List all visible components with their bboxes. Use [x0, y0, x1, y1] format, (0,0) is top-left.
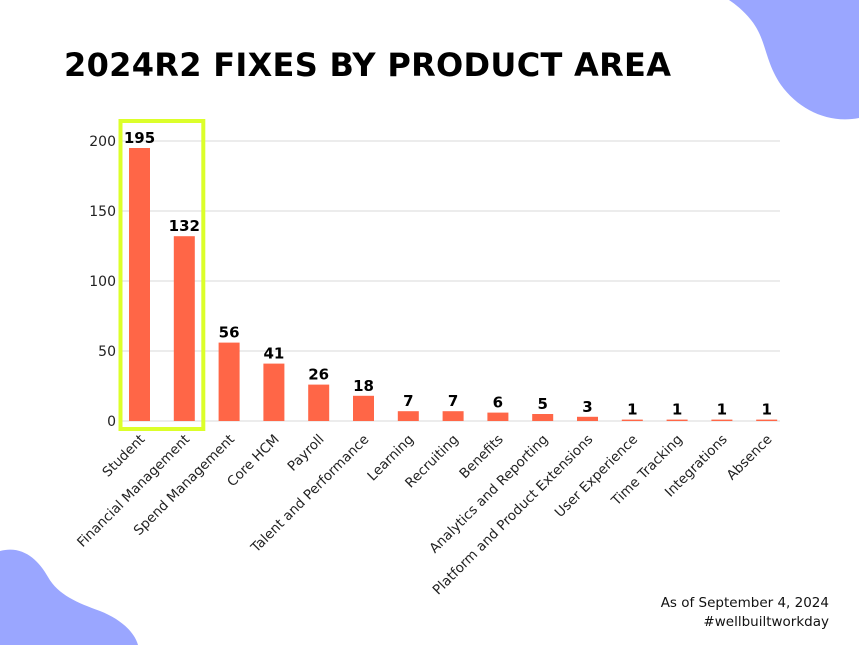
bar — [263, 363, 285, 421]
bar — [577, 416, 598, 421]
decorative-blob-bottom-left — [0, 549, 138, 645]
bar — [532, 414, 554, 421]
data-label: 1 — [627, 401, 637, 419]
data-label: 6 — [493, 394, 503, 412]
x-tick-label: Payroll — [285, 432, 328, 475]
data-label: 18 — [353, 377, 374, 395]
blob-shape — [729, 0, 859, 120]
blob-shape — [0, 549, 138, 645]
chart-title: 2024R2 FIXES BY PRODUCT AREA — [64, 46, 672, 84]
x-tick-label: Absence — [724, 432, 776, 484]
bar — [353, 395, 374, 421]
bar — [397, 411, 419, 421]
data-label: 1 — [717, 401, 727, 419]
decorative-blob-top-right — [729, 0, 859, 120]
data-label: 195 — [124, 129, 155, 147]
data-label: 1 — [672, 401, 682, 419]
data-label: 3 — [582, 398, 592, 416]
bar — [442, 411, 464, 421]
y-tick-label: 50 — [98, 344, 116, 360]
data-label: 132 — [169, 217, 200, 235]
bar — [621, 419, 643, 421]
bar — [666, 419, 688, 421]
bar — [308, 384, 330, 421]
x-tick-label: User Experience — [552, 432, 641, 521]
data-label: 7 — [448, 392, 458, 410]
bar — [218, 342, 240, 421]
y-tick-label: 100 — [89, 274, 116, 290]
bar — [487, 412, 509, 421]
bar — [129, 148, 150, 421]
y-tick-label: 200 — [89, 134, 116, 150]
bar — [173, 236, 195, 421]
data-label: 26 — [308, 366, 329, 384]
data-label: 56 — [219, 324, 240, 342]
bar — [711, 419, 733, 421]
bar — [756, 419, 778, 421]
y-tick-label: 150 — [89, 204, 116, 220]
x-tick-label: Platform and Product Extensions — [430, 432, 597, 599]
highlight-box — [118, 119, 206, 431]
data-label: 41 — [263, 345, 284, 363]
data-label: 5 — [537, 395, 547, 413]
data-label: 1 — [761, 401, 771, 419]
footer-hashtag: #wellbuiltworkday — [703, 614, 829, 630]
y-tick-label: 0 — [107, 414, 116, 430]
data-label: 7 — [403, 392, 413, 410]
footer-date: As of September 4, 2024 — [660, 595, 829, 611]
